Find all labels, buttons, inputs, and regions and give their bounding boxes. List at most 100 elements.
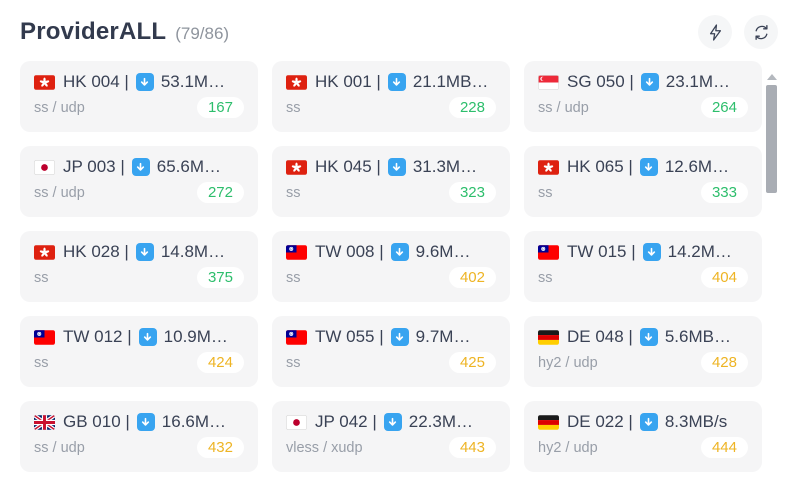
proxy-node-name: HK 065 |	[567, 157, 633, 176]
proxy-card-meta-row: ss 333	[538, 182, 748, 203]
proxy-node-name: TW 012 |	[63, 327, 132, 346]
proxy-protocol: ss	[286, 99, 301, 116]
proxy-card-meta-row: hy2 / udp 428	[538, 352, 748, 373]
proxy-card[interactable]: TW 055 | 9.7M… ss 425	[272, 316, 510, 387]
proxy-card[interactable]: TW 008 | 9.6M… ss 402	[272, 231, 510, 302]
proxy-card-meta-row: vless / xudp 443	[286, 437, 496, 458]
proxy-card-meta-row: ss 424	[34, 352, 244, 373]
proxy-card[interactable]: TW 012 | 10.9M… ss 424	[20, 316, 258, 387]
proxy-card-title-row: DE 022 | 8.3MB/s	[538, 412, 748, 432]
proxy-card[interactable]: DE 048 | 5.6MB… hy2 / udp 428	[524, 316, 762, 387]
proxy-card[interactable]: HK 028 | 14.8M… ss 375	[20, 231, 258, 302]
proxy-protocol: ss	[538, 184, 553, 201]
proxy-download-speed: 5.6MB…	[664, 327, 731, 346]
latency-badge: 424	[196, 352, 244, 373]
proxy-card-title-row: TW 055 | 9.7M…	[286, 327, 496, 347]
proxy-node-name: GB 010 |	[63, 412, 130, 431]
download-speed-icon	[136, 413, 155, 431]
download-speed-icon	[639, 328, 658, 346]
proxy-node-name: TW 008 |	[315, 242, 384, 261]
proxy-card[interactable]: HK 045 | 31.3M… ss 323	[272, 146, 510, 217]
provider-node-count: (79/86)	[175, 24, 230, 43]
proxy-download-speed: 9.6M…	[415, 242, 471, 261]
latency-badge: 272	[196, 182, 244, 203]
proxy-card-title-row: GB 010 | 16.6M…	[34, 412, 244, 432]
proxy-card-title-row: HK 028 | 14.8M…	[34, 242, 244, 262]
flag-jp-icon	[34, 159, 55, 175]
proxy-download-speed: 53.1M…	[160, 72, 226, 91]
proxy-card-meta-row: ss 425	[286, 352, 496, 373]
proxy-protocol: hy2 / udp	[538, 439, 598, 456]
proxy-download-speed: 65.6M…	[156, 157, 222, 176]
flag-sg-icon	[538, 74, 559, 90]
scrollbar	[766, 70, 778, 481]
flag-hk-icon	[34, 74, 55, 90]
download-speed-icon	[135, 243, 154, 261]
proxy-card-title-row: TW 012 | 10.9M…	[34, 327, 244, 347]
proxy-node-name: DE 048 |	[567, 327, 633, 346]
proxy-download-speed: 10.9M…	[163, 327, 228, 346]
flag-hk-icon	[286, 74, 307, 90]
proxy-protocol: ss	[286, 184, 301, 201]
speedtest-button[interactable]	[698, 15, 732, 49]
proxy-card[interactable]: JP 042 | 22.3M… vless / xudp 443	[272, 401, 510, 472]
flag-tw-icon	[286, 244, 307, 260]
proxy-card[interactable]: SG 050 | 23.1M… ss / udp 264	[524, 61, 762, 132]
scrollbar-thumb[interactable]	[766, 85, 777, 193]
proxy-protocol: ss	[286, 354, 301, 371]
proxy-card[interactable]: GB 010 | 16.6M… ss / udp 432	[20, 401, 258, 472]
download-speed-icon	[639, 413, 658, 431]
download-speed-icon	[131, 158, 150, 176]
proxy-download-speed: 16.6M…	[161, 412, 227, 431]
proxy-protocol: ss	[538, 269, 553, 286]
download-speed-icon	[390, 243, 409, 261]
proxy-card[interactable]: TW 015 | 14.2M… ss 404	[524, 231, 762, 302]
proxy-card[interactable]: DE 022 | 8.3MB/s hy2 / udp 444	[524, 401, 762, 472]
refresh-icon	[752, 23, 771, 42]
proxy-card-meta-row: ss 323	[286, 182, 496, 203]
proxy-card-title-row: DE 048 | 5.6MB…	[538, 327, 748, 347]
download-speed-icon	[639, 158, 658, 176]
proxy-card-title-row: TW 015 | 14.2M…	[538, 242, 748, 262]
proxy-card-meta-row: ss 228	[286, 97, 496, 118]
proxy-node-name: DE 022 |	[567, 412, 633, 431]
download-speed-icon	[383, 413, 402, 431]
proxy-protocol: ss / udp	[34, 439, 85, 456]
proxy-download-speed: 12.6M…	[664, 157, 730, 176]
lightning-icon	[706, 23, 725, 42]
proxy-card-meta-row: ss 375	[34, 267, 244, 288]
proxy-card-meta-row: ss / udp 432	[34, 437, 244, 458]
scrollbar-up-arrow[interactable]	[767, 74, 777, 80]
proxy-node-name: SG 050 |	[567, 72, 634, 91]
proxy-card[interactable]: HK 065 | 12.6M… ss 333	[524, 146, 762, 217]
proxy-card-meta-row: ss / udp 167	[34, 97, 244, 118]
proxy-card[interactable]: HK 001 | 21.1MB… ss 228	[272, 61, 510, 132]
flag-hk-icon	[286, 159, 307, 175]
proxy-download-speed: 14.8M…	[160, 242, 226, 261]
proxy-protocol: ss / udp	[34, 99, 85, 116]
proxy-card-title-row: HK 065 | 12.6M…	[538, 157, 748, 177]
proxy-card-title-row: HK 004 | 53.1M…	[34, 72, 244, 92]
download-speed-icon	[387, 158, 406, 176]
flag-tw-icon	[34, 329, 55, 345]
proxy-card[interactable]: HK 004 | 53.1M… ss / udp 167	[20, 61, 258, 132]
proxy-card-meta-row: ss 404	[538, 267, 748, 288]
proxy-card-meta-row: ss / udp 272	[34, 182, 244, 203]
proxy-protocol: hy2 / udp	[538, 354, 598, 371]
proxy-card[interactable]: JP 003 | 65.6M… ss / udp 272	[20, 146, 258, 217]
latency-badge: 375	[196, 267, 244, 288]
latency-badge: 444	[700, 437, 748, 458]
proxy-node-name: TW 015 |	[567, 242, 636, 261]
latency-badge: 333	[700, 182, 748, 203]
proxy-download-speed: 31.3M…	[412, 157, 478, 176]
proxy-download-speed: 22.3M…	[408, 412, 474, 431]
proxy-protocol: ss	[34, 354, 49, 371]
proxy-download-speed: 23.1M…	[665, 72, 731, 91]
latency-badge: 443	[448, 437, 496, 458]
proxy-protocol: ss	[286, 269, 301, 286]
latency-badge: 402	[448, 267, 496, 288]
flag-hk-icon	[538, 159, 559, 175]
latency-badge: 425	[448, 352, 496, 373]
latency-badge: 167	[196, 97, 244, 118]
refresh-button[interactable]	[744, 15, 778, 49]
